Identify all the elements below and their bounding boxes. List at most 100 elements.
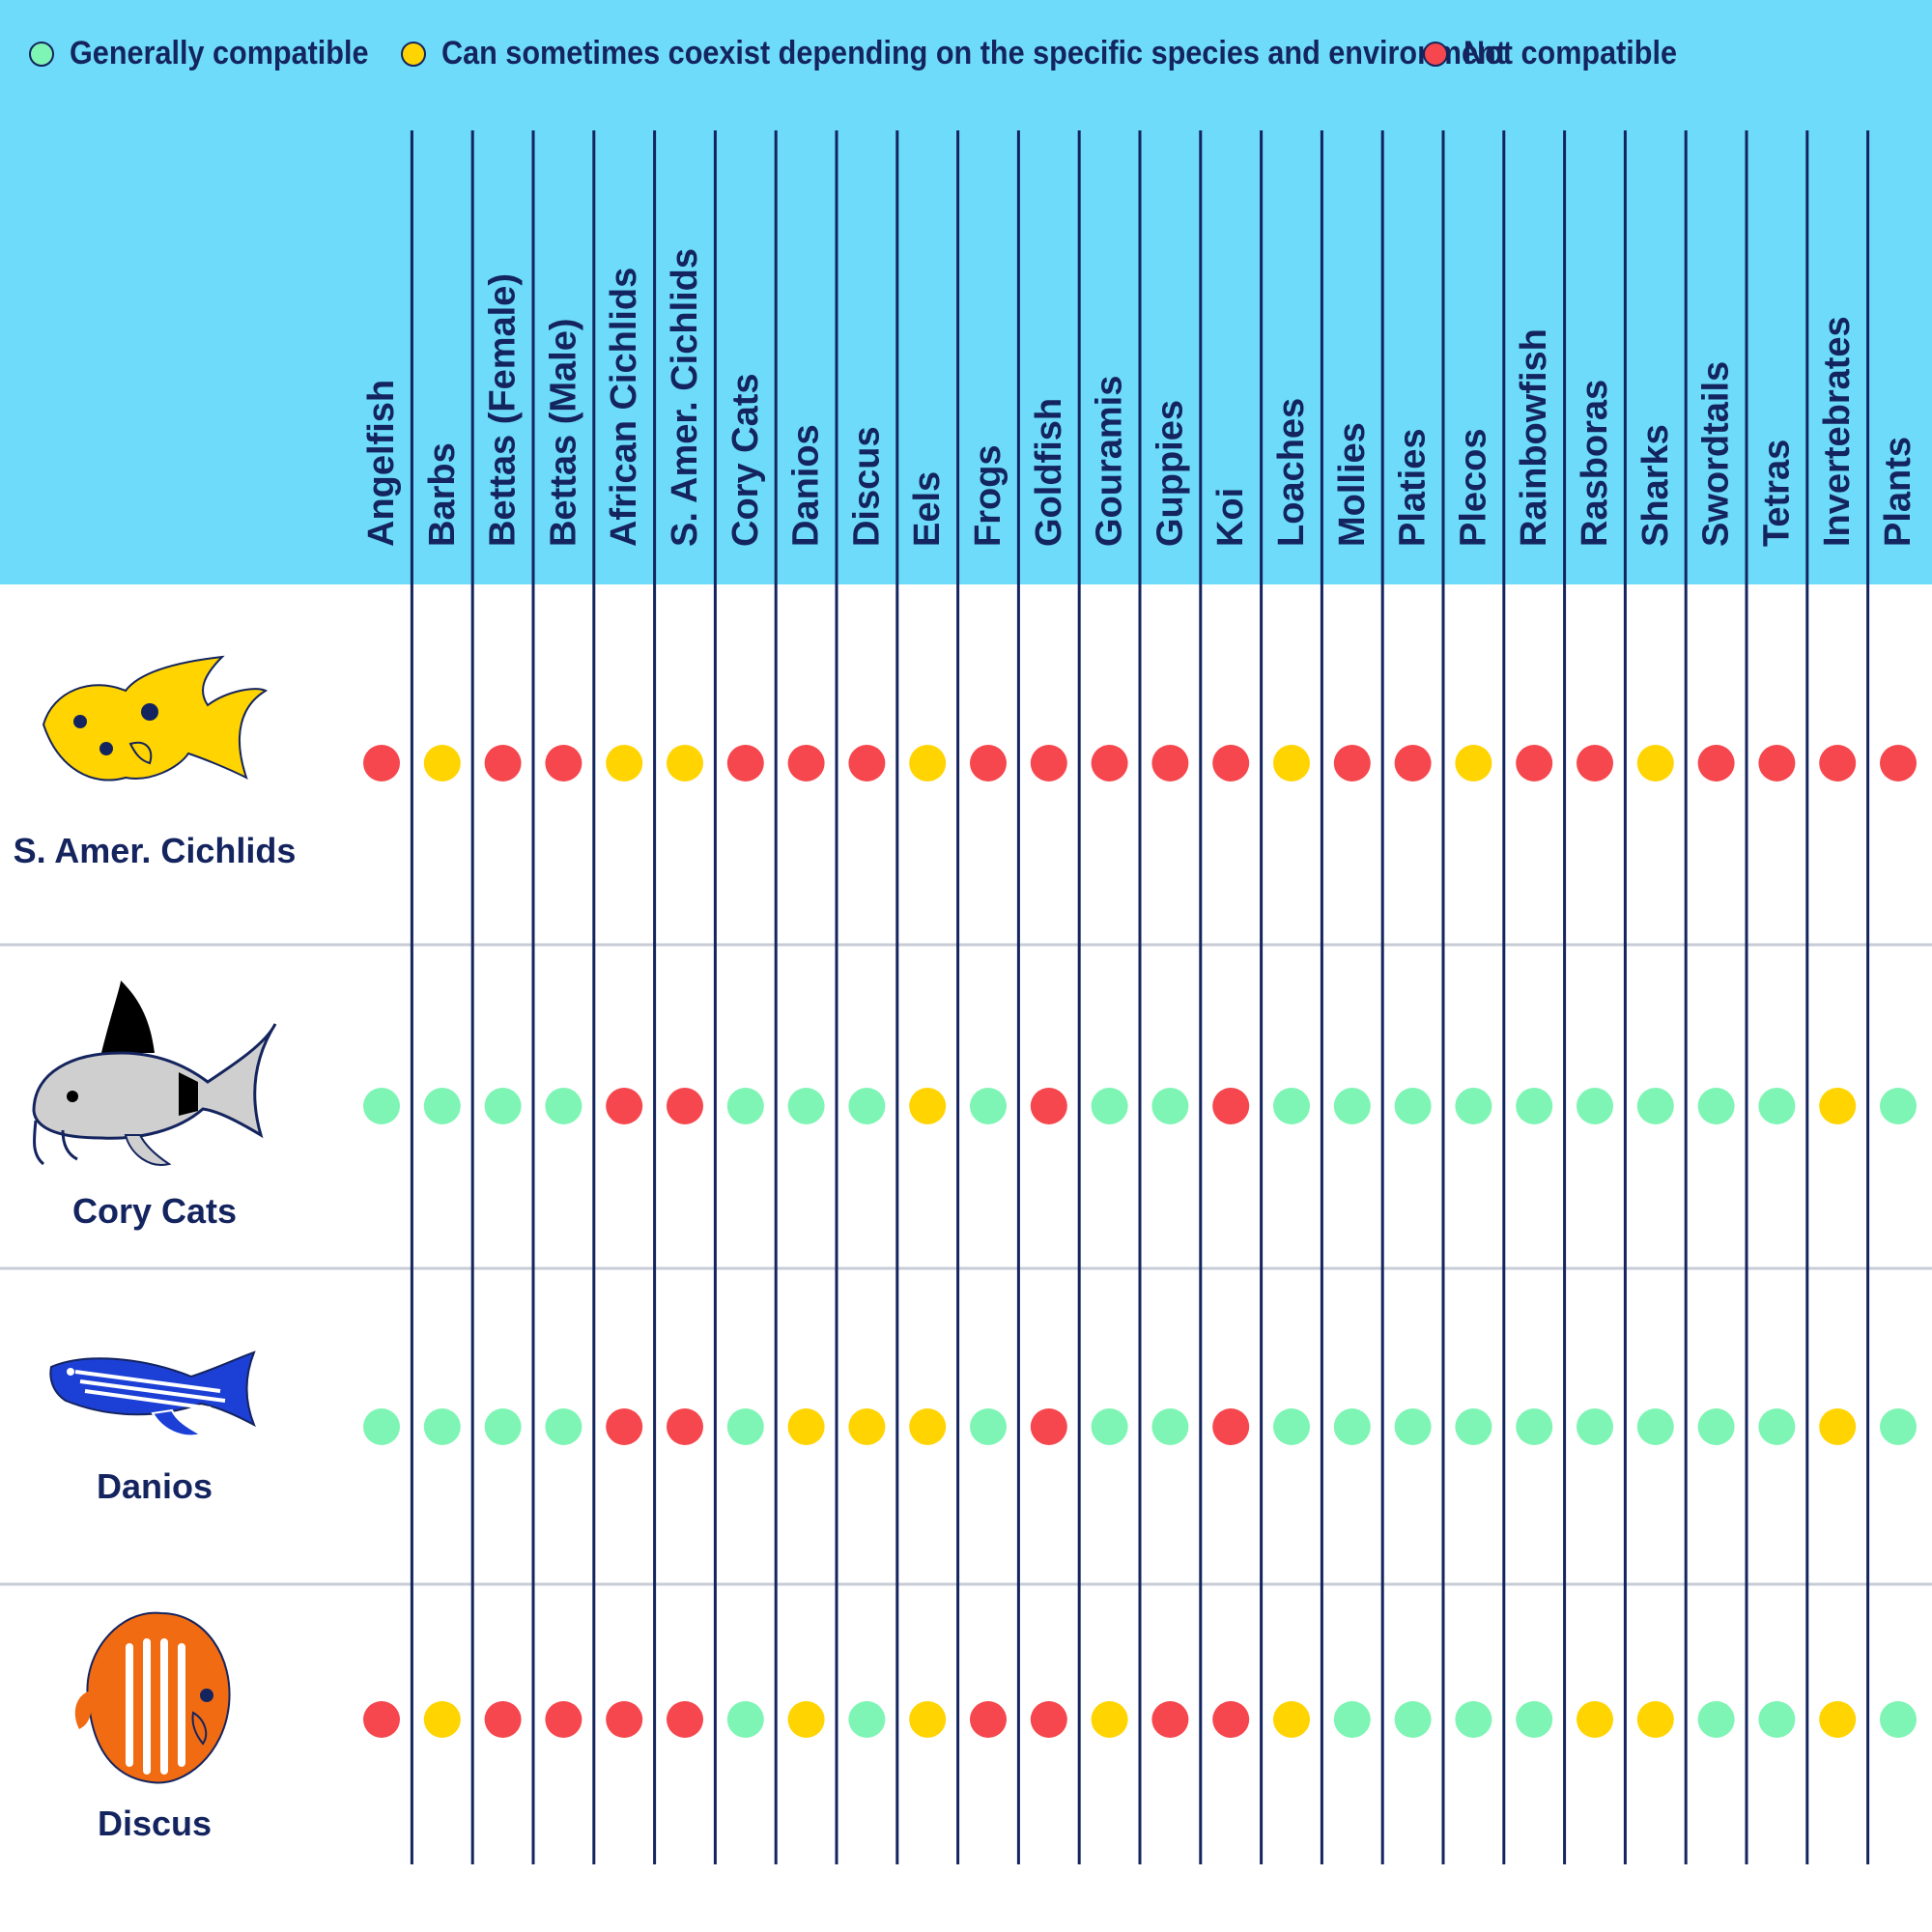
compatibility-dot [787,1408,825,1445]
compatibility-dot [545,745,582,781]
compatibility-dot [1091,1088,1128,1124]
column-label: Mollies [1332,422,1373,547]
compatibility-dot [484,1088,522,1124]
compatibility-dot [1636,1701,1674,1738]
row-label-cory-cats: Cory Cats [71,1191,238,1231]
compatibility-dot [606,745,643,781]
column-label: Cory Cats [725,374,766,548]
compatibility-dot [909,745,947,781]
column-label: Koi [1210,488,1251,547]
compatibility-dot [1273,1408,1310,1445]
column-label: Bettas (Male) [543,319,583,548]
column-label: Frogs [968,444,1009,547]
compatibility-dot [1819,1088,1857,1124]
compatibility-dot [1636,745,1674,781]
compatibility-dot [1151,1088,1189,1124]
compatibility-dot [1394,745,1432,781]
compatibility-dot [787,1088,825,1124]
compatibility-dot [848,1408,886,1445]
compatibility-dot [667,1088,703,1124]
compatibility-dot [1758,1701,1796,1738]
compatibility-dot [1394,1088,1432,1124]
compatibility-dot [1030,1408,1067,1445]
legend-label: Not compatible [1463,35,1678,71]
compatibility-dot [484,745,522,781]
compatibility-dot [1273,1088,1310,1124]
compatibility-dot [1516,745,1553,781]
legend-label: Generally compatible [70,35,369,71]
compatibility-dot [1577,745,1613,781]
compatibility-dot [667,745,703,781]
column-label: Invertebrates [1817,316,1858,547]
compatibility-dot [1516,1088,1553,1124]
row-label-s-amer-cichlids: S. Amer. Cichlids [13,831,297,870]
column-label: Discus [846,426,887,547]
column-label: Loaches [1271,398,1312,547]
column-label: Sharks [1635,424,1676,547]
compatibility-dot [1455,1701,1492,1738]
compatibility-dot [484,1408,522,1445]
compatibility-dot [1455,1088,1492,1124]
compatibility-dot [726,1088,764,1124]
compatibility-dot [1516,1408,1553,1445]
row-label-discus: Discus [97,1804,213,1843]
compatibility-dot [1212,1088,1250,1124]
compatibility-dot [1880,745,1917,781]
compatibility-dot [1030,1088,1067,1124]
column-label: Danios [786,424,827,547]
compatibility-dot [1697,1408,1735,1445]
compatibility-dot [1273,1701,1310,1738]
compatibility-dot [1758,1408,1796,1445]
legend-dot-yellow [401,42,426,67]
compatibility-dot [1697,1701,1735,1738]
compatibility-dot [363,1088,400,1124]
compatibility-dot [363,1408,400,1445]
compatibility-dot [1636,1088,1674,1124]
compatibility-dot [1697,1088,1735,1124]
compatibility-dot [970,1408,1007,1445]
compatibility-dot [1091,745,1128,781]
compatibility-dot [1636,1408,1674,1445]
compatibility-dot [1455,1408,1492,1445]
column-label: Rainbowfish [1514,328,1554,547]
column-label: Gouramis [1090,376,1130,547]
column-label: Guppies [1150,400,1190,547]
compatibility-dot [1394,1701,1432,1738]
column-label: Platies [1393,428,1434,547]
compatibility-dot [1697,745,1735,781]
compatibility-dot [1819,1701,1857,1738]
compatibility-dot [909,1088,947,1124]
column-label: Plants [1878,437,1918,547]
orange-discus-fish-icon [74,1611,231,1784]
compatibility-dot [1030,1701,1067,1738]
compatibility-dot [1091,1701,1128,1738]
compatibility-dot [787,1701,825,1738]
column-label: Goldfish [1029,398,1069,547]
column-label: Rasboras [1575,380,1615,547]
compatibility-dot [363,745,400,781]
compatibility-dot [1455,745,1492,781]
compatibility-dot [848,1701,886,1738]
cory-catfish-icon [32,980,277,1166]
compatibility-dot [787,745,825,781]
compatibility-dot [970,1088,1007,1124]
legend-dot-red [1423,42,1448,67]
yellow-cichlid-fish-icon [42,655,269,781]
compatibility-dot [848,745,886,781]
compatibility-dot [606,1701,643,1738]
compatibility-dot [1577,1088,1613,1124]
compatibility-dot [909,1701,947,1738]
column-label: Tetras [1756,440,1797,547]
compatibility-dot [1212,1701,1250,1738]
column-label: African Cichlids [604,268,644,547]
compatibility-dot [667,1408,703,1445]
compatibility-dot [970,1701,1007,1738]
column-label: Barbs [422,442,463,547]
compatibility-dot [970,745,1007,781]
compatibility-dot [423,1408,461,1445]
column-label: Eels [907,471,948,547]
legend-dot-green [29,42,54,67]
row-label-danios: Danios [96,1466,213,1506]
compatibility-dot [545,1701,582,1738]
